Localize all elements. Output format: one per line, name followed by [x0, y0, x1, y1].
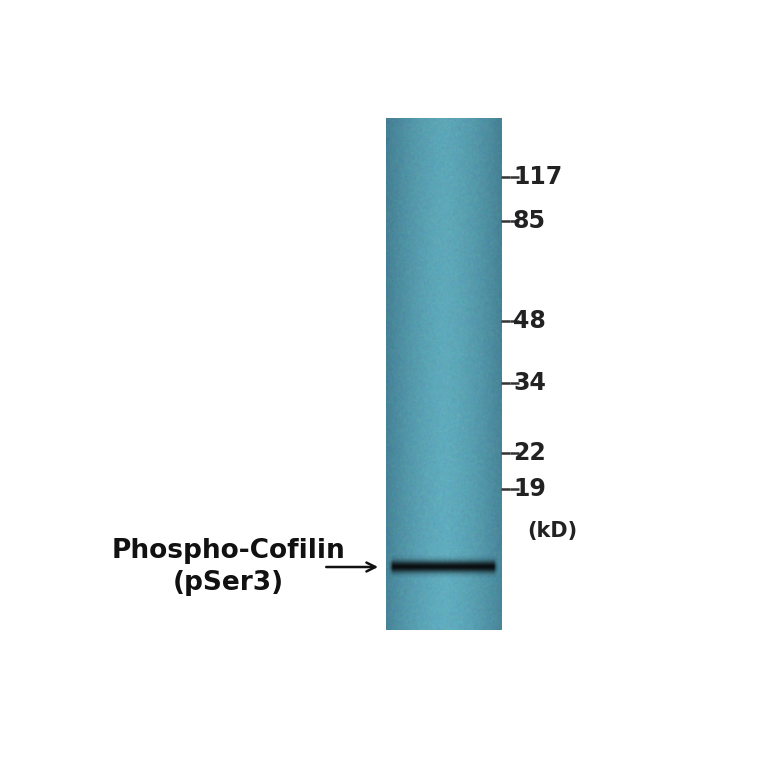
- Text: Phospho-Cofilin: Phospho-Cofilin: [112, 538, 345, 564]
- Text: (pSer3): (pSer3): [173, 570, 284, 596]
- Text: 19: 19: [513, 477, 545, 500]
- Text: 34: 34: [513, 371, 545, 395]
- Text: 22: 22: [513, 442, 545, 465]
- Text: 48: 48: [513, 309, 545, 333]
- Text: 85: 85: [513, 209, 546, 233]
- Text: 117: 117: [513, 165, 562, 189]
- Text: (kD): (kD): [528, 521, 578, 541]
